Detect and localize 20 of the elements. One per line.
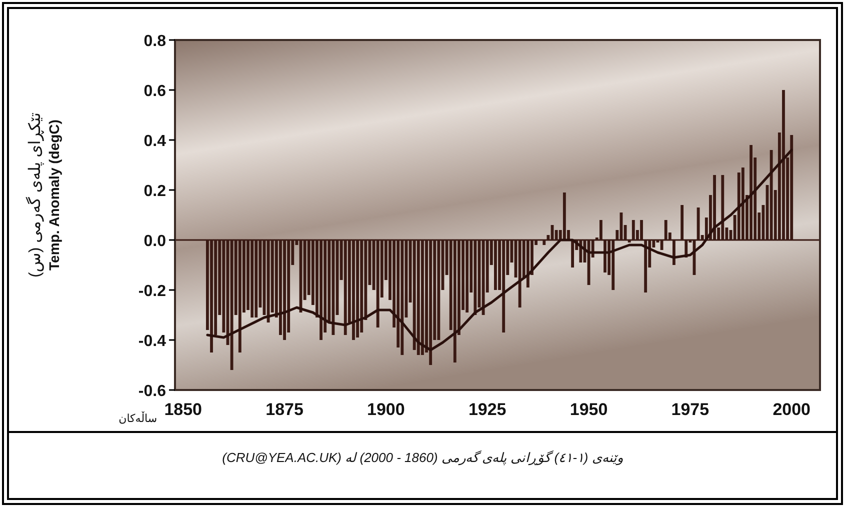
y-tick-label: -0.2: [138, 283, 166, 300]
y-tick-label: 0.6: [144, 83, 166, 100]
y-tick-label: 0.0: [144, 233, 166, 250]
x-tick-label: 1875: [266, 400, 304, 419]
y-tick-label: 0.4: [144, 133, 166, 150]
x-tick-label: 1950: [570, 400, 608, 419]
y-tick-label: -0.4: [138, 333, 166, 350]
x-tick-label: 2000: [772, 400, 811, 419]
x-tick-label: 1975: [671, 400, 710, 419]
bar: [571, 240, 574, 268]
text: وێنەی (١-٤١) گۆڕانی پلەی گەرمی (1860 - 2000) لە (CRU@YEA.AC.UK): [222, 450, 623, 466]
x-tick-label: 1900: [367, 400, 405, 419]
x-tick-label: 1925: [468, 400, 506, 419]
line-series: [206, 148, 793, 352]
y-tick-label: 0.8: [144, 33, 166, 50]
y-tick-label: -0.6: [138, 383, 166, 400]
x-axis-title: ساڵەکان: [118, 411, 158, 425]
bar: [562, 192, 566, 240]
x-tick-label: 1850: [164, 400, 202, 419]
y-tick-label: 0.2: [144, 183, 166, 200]
